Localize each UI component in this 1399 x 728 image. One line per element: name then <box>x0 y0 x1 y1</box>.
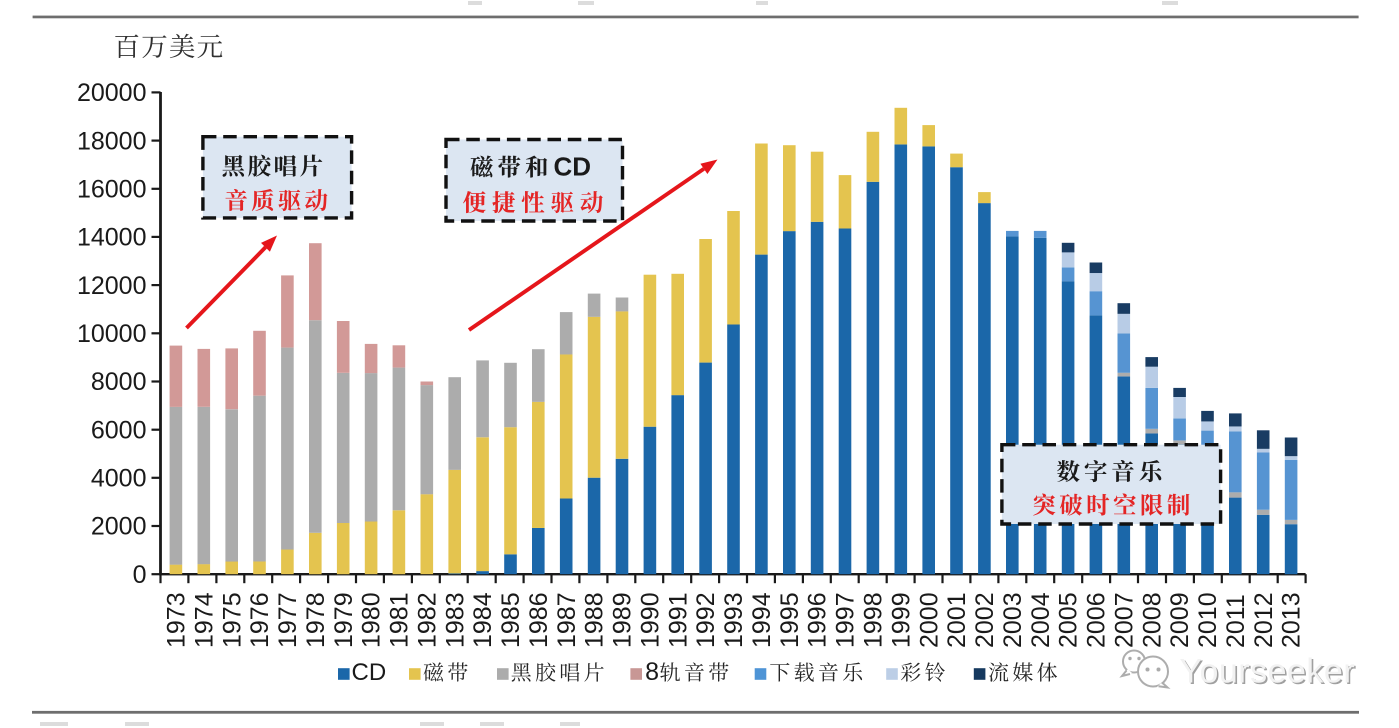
svg-text:18000: 18000 <box>77 127 147 155</box>
svg-text:1997: 1997 <box>832 592 860 648</box>
svg-text:2000: 2000 <box>91 513 147 541</box>
svg-text:8000: 8000 <box>91 368 147 396</box>
svg-text:CD: CD <box>554 152 592 182</box>
svg-text:2012: 2012 <box>1250 592 1278 648</box>
svg-text:Yourseeker: Yourseeker <box>1181 654 1357 692</box>
svg-text:1982: 1982 <box>413 592 441 648</box>
svg-text:4000: 4000 <box>91 465 147 493</box>
svg-text:1999: 1999 <box>887 592 915 648</box>
svg-text:1986: 1986 <box>525 592 553 648</box>
svg-text:1985: 1985 <box>497 592 525 648</box>
svg-text:2007: 2007 <box>1110 592 1138 648</box>
svg-text:1981: 1981 <box>386 592 414 648</box>
svg-text:1977: 1977 <box>274 592 302 648</box>
svg-text:1978: 1978 <box>302 592 330 648</box>
svg-text:1995: 1995 <box>776 592 804 648</box>
svg-text:8: 8 <box>645 658 659 686</box>
svg-text:1976: 1976 <box>246 592 274 648</box>
svg-text:1979: 1979 <box>330 592 358 648</box>
svg-text:1988: 1988 <box>581 592 609 648</box>
svg-text:2001: 2001 <box>943 592 971 648</box>
svg-text:1998: 1998 <box>860 592 888 648</box>
svg-text:2002: 2002 <box>971 592 999 648</box>
svg-text:1993: 1993 <box>720 592 748 648</box>
svg-text:1996: 1996 <box>804 592 832 648</box>
svg-text:2003: 2003 <box>999 592 1027 648</box>
svg-text:1973: 1973 <box>163 592 191 648</box>
svg-text:1994: 1994 <box>748 592 776 648</box>
svg-text:2006: 2006 <box>1083 592 1111 648</box>
svg-text:1975: 1975 <box>218 592 246 648</box>
svg-text:1992: 1992 <box>692 592 720 648</box>
svg-text:1980: 1980 <box>358 592 386 648</box>
svg-text:2009: 2009 <box>1166 592 1194 648</box>
svg-text:1983: 1983 <box>441 592 469 648</box>
svg-text:12000: 12000 <box>77 272 147 300</box>
svg-text:10000: 10000 <box>77 320 147 348</box>
svg-text:2004: 2004 <box>1027 592 1055 648</box>
svg-text:14000: 14000 <box>77 224 147 252</box>
svg-text:1987: 1987 <box>553 592 581 648</box>
svg-text:0: 0 <box>133 561 147 589</box>
svg-text:1991: 1991 <box>664 592 692 648</box>
svg-text:2011: 2011 <box>1222 594 1250 648</box>
svg-text:1984: 1984 <box>469 592 497 648</box>
svg-text:2010: 2010 <box>1194 592 1222 648</box>
svg-text:2005: 2005 <box>1055 592 1083 648</box>
svg-text:CD: CD <box>352 659 387 686</box>
svg-text:20000: 20000 <box>77 79 147 107</box>
svg-text:6000: 6000 <box>91 416 147 444</box>
svg-text:2013: 2013 <box>1278 592 1306 648</box>
svg-text:1989: 1989 <box>609 592 637 648</box>
svg-text:2008: 2008 <box>1138 592 1166 648</box>
svg-text:1974: 1974 <box>190 592 218 648</box>
svg-text:16000: 16000 <box>77 176 147 204</box>
svg-text:2000: 2000 <box>915 592 943 648</box>
svg-text:1990: 1990 <box>637 592 665 648</box>
svg-text:Yourseeker: Yourseeker <box>1179 652 1355 690</box>
